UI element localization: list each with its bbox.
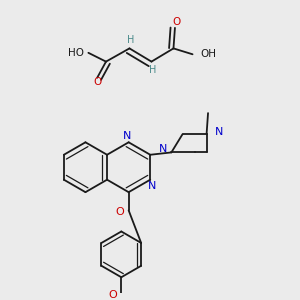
Text: N: N bbox=[123, 131, 131, 141]
Text: N: N bbox=[148, 181, 156, 191]
Text: H: H bbox=[127, 35, 135, 45]
Text: N: N bbox=[159, 145, 167, 154]
Text: H: H bbox=[149, 65, 157, 75]
Text: O: O bbox=[172, 17, 181, 27]
Text: O: O bbox=[109, 290, 118, 300]
Text: HO: HO bbox=[68, 48, 84, 58]
Text: O: O bbox=[116, 207, 124, 217]
Text: OH: OH bbox=[200, 49, 216, 59]
Text: O: O bbox=[93, 77, 101, 87]
Text: N: N bbox=[215, 127, 223, 137]
